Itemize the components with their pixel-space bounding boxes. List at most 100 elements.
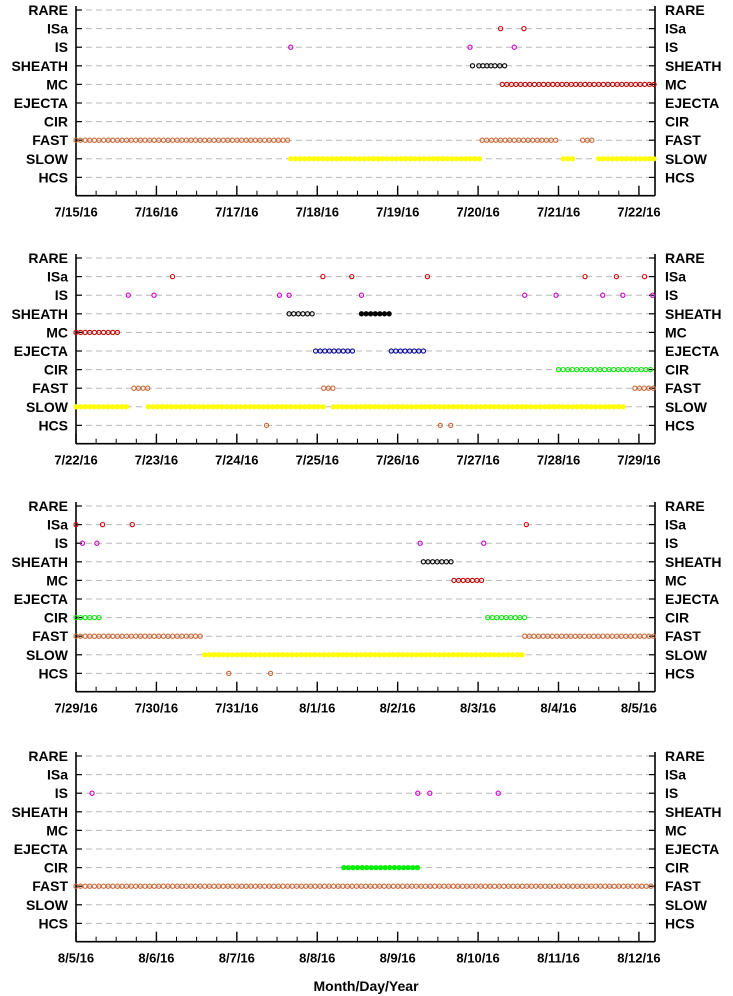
panel-2-slow-marker [96, 404, 102, 410]
panel-3-isa-marker [129, 521, 135, 528]
panel-4-x-tick-label: 8/12/16 [617, 951, 660, 966]
panel-3-left-label-is: IS [55, 535, 68, 551]
panel-1-slow-marker [623, 156, 629, 162]
panel-2-mc-marker [91, 329, 98, 336]
panel-2-slow-marker [602, 404, 608, 410]
panel-2-slow-marker [246, 404, 253, 410]
panel-1-isa-marker [497, 25, 504, 32]
panel-2-slow-marker [491, 404, 497, 410]
panel-1-left-label-mc: MC [46, 76, 68, 92]
panel-1-slow-marker [311, 156, 317, 162]
panel-2-sheath-marker [368, 311, 374, 317]
panel-2-slow-marker [100, 404, 107, 410]
panel-1-slow-marker [416, 156, 423, 162]
panel-2-fast-marker [330, 385, 336, 391]
panel-4-fast-marker [551, 883, 558, 889]
panel-2-slow-marker [399, 404, 405, 410]
panel-2-slow-marker [362, 404, 369, 410]
panel-3-slow-marker [487, 652, 493, 658]
panel-3-right-label-isa: ISa [665, 517, 686, 533]
panel-2-slow-marker [542, 404, 548, 410]
panel-3-left-label-sheath: SHEATH [11, 554, 68, 570]
panel-2-slow-marker [114, 404, 121, 410]
panel-3-slow-marker [206, 652, 212, 658]
panel-1-slow-marker [334, 156, 340, 162]
panel-2-right-label-slow: SLOW [665, 399, 708, 415]
panel-2-sheath-marker [386, 311, 392, 317]
panel-2-slow-marker [588, 404, 594, 410]
panel-2-sheath-marker [372, 311, 378, 317]
panel-2-right-label-ejecta: EJECTA [665, 343, 719, 359]
panel-2-fast-marker [321, 385, 327, 391]
panel-2-slow-marker [223, 404, 230, 410]
panel-1-mc-marker [591, 81, 597, 88]
panel-2-slow-marker [418, 404, 424, 410]
panel-3-slow-marker [376, 652, 383, 658]
panel-2-is-marker [649, 292, 656, 298]
panel-2-slow-marker [615, 404, 622, 410]
panel-3-x-tick-label: 8/1/16 [299, 701, 335, 716]
panel-4-right-label-fast: FAST [665, 878, 701, 894]
panel-4-cir-marker [341, 864, 347, 871]
panel-3-slow-marker [289, 652, 295, 658]
panel-2-slow-marker [73, 404, 79, 410]
panel-3-mc-marker [478, 577, 485, 584]
panel-3-isa-marker [99, 521, 106, 528]
panel-3-slow-marker [422, 652, 429, 658]
panel-1-fast-marker [284, 137, 291, 143]
panel-1-fast-marker [151, 137, 157, 143]
panel-3-right-label-ejecta: EJECTA [665, 591, 719, 607]
panel-3-slow-marker [445, 652, 452, 658]
panel-4-right-label-ejecta: EJECTA [665, 841, 719, 857]
panel-4-fast-marker [151, 883, 157, 889]
panel-1-right-label-fast: FAST [665, 132, 701, 148]
panel-2-slow-marker [242, 404, 248, 410]
panel-3-slow-marker [284, 652, 291, 658]
panel-3-x-tick-label: 8/4/16 [540, 701, 576, 716]
panel-1-slow-marker [430, 156, 436, 162]
panel-3-slow-marker [271, 652, 277, 658]
panel-2-slow-marker [210, 404, 216, 410]
panel-2-left-label-slow: SLOW [26, 399, 69, 415]
panel-4-left-label-slow: SLOW [26, 897, 69, 913]
panel-2-fast-marker [131, 385, 137, 391]
panel-1-left-label-cir: CIR [44, 114, 68, 130]
panel-4-cir-marker [350, 864, 356, 871]
panel-2-slow-marker [105, 404, 111, 410]
panel-2-isa-marker [349, 273, 355, 280]
panel-3-slow-marker [418, 652, 424, 658]
panel-2-slow-marker [464, 404, 470, 410]
panel-3-slow-marker [464, 652, 470, 658]
panel-3-left-label-fast: FAST [32, 628, 68, 644]
panel-1-x-tick-label: 7/21/16 [537, 205, 580, 220]
panel-3-slow-marker [468, 652, 475, 658]
panel-3-slow-marker [321, 652, 327, 658]
panel-3-hcs-marker [267, 670, 274, 677]
panel-3-slow-marker [450, 652, 456, 658]
panel-2-slow-marker [436, 404, 442, 410]
panel-1-slow-marker [297, 156, 303, 162]
panel-2-isa-marker [169, 273, 176, 280]
panel-2-slow-marker [288, 404, 294, 410]
panel-2-slow-marker [214, 404, 221, 410]
panel-1-x-tick-label: 7/17/16 [215, 205, 258, 220]
panel-3-slow-marker [215, 652, 222, 658]
panel-3-fast-marker [100, 633, 107, 639]
panel-4-cir-marker [391, 864, 398, 871]
panel-3-slow-marker [344, 652, 350, 658]
panel-4-cir-marker [387, 864, 393, 871]
panel-1-x-tick-label: 7/18/16 [296, 205, 339, 220]
panel-1-slow-marker [467, 156, 473, 162]
panel-3-right-label-fast: FAST [665, 628, 701, 644]
panel-2-slow-marker [606, 404, 612, 410]
panel-2-slow-marker [500, 404, 507, 410]
panel-3-slow-marker [211, 652, 217, 658]
panel-4-fast-marker [211, 883, 217, 889]
panel-2-hcs-marker [263, 422, 270, 429]
panel-3-fast-marker [581, 633, 588, 639]
panel-2-slow-marker [441, 404, 447, 410]
panel-2-fast-marker [650, 385, 656, 391]
panel-3-slow-marker [395, 652, 401, 658]
panel-1-slow-marker [407, 156, 413, 162]
panel-2-slow-marker [431, 404, 438, 410]
